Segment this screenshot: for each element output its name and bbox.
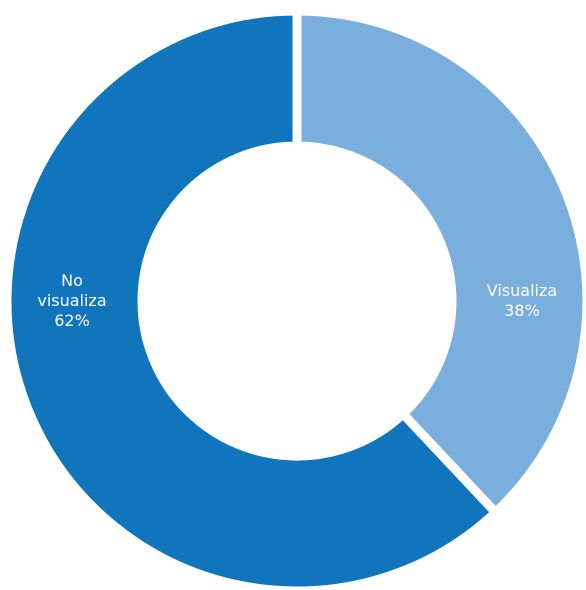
slice-name: Visualiza [486, 281, 558, 300]
slice-value: 38% [504, 301, 540, 320]
slice-value: 62% [54, 311, 90, 330]
slice-label: No visualiza 62% [30, 271, 114, 331]
donut-slice [2, 6, 502, 590]
slice-name: No visualiza [37, 271, 107, 310]
donut-slice [292, 6, 586, 519]
slice-label: Visualiza 38% [480, 281, 564, 321]
